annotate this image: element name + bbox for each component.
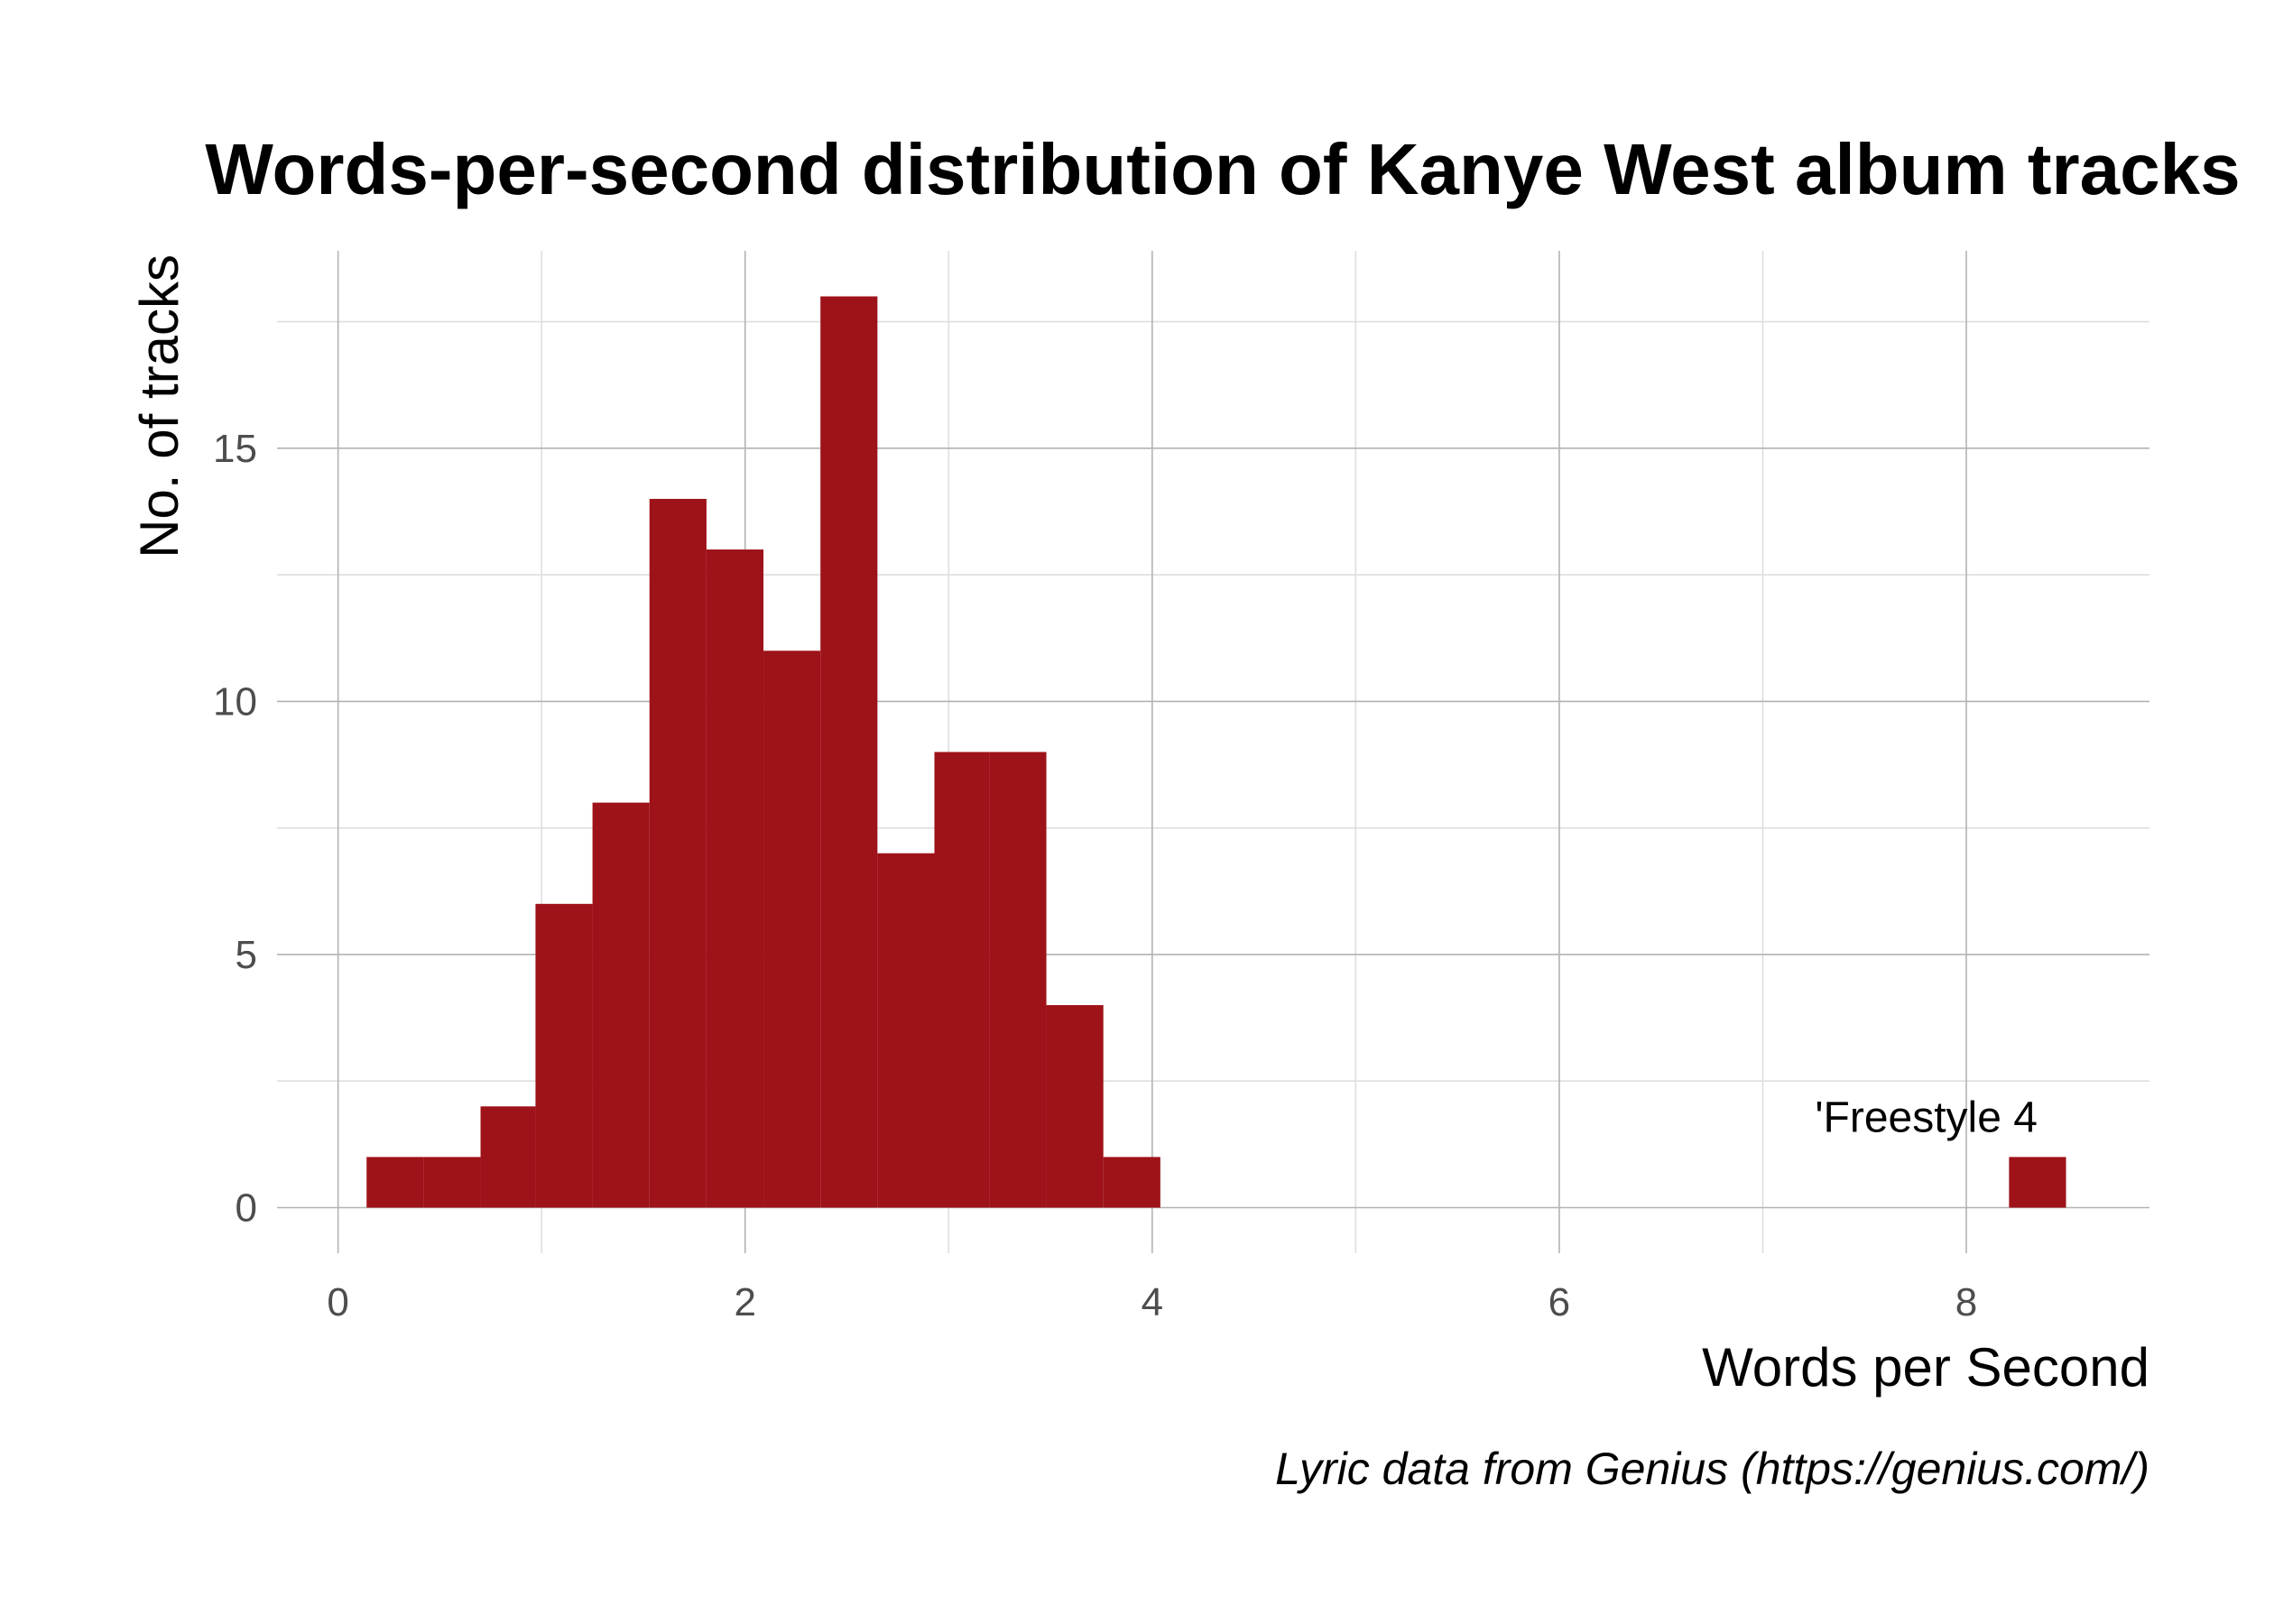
x-tick-label: 6 bbox=[1548, 1280, 1570, 1324]
x-tick-label: 8 bbox=[1955, 1280, 1977, 1324]
histogram-bar bbox=[480, 1106, 536, 1208]
y-axis-label: No. of tracks bbox=[129, 254, 190, 558]
histogram-bar bbox=[820, 296, 878, 1208]
y-tick-label: 15 bbox=[213, 427, 257, 471]
histogram-bar bbox=[934, 752, 990, 1208]
x-tick-label: 4 bbox=[1142, 1280, 1163, 1324]
histogram-bar bbox=[366, 1157, 424, 1208]
chart-title: Words-per-second distribution of Kanye W… bbox=[205, 129, 2240, 209]
y-tick-label: 0 bbox=[236, 1186, 257, 1231]
y-tick-label: 5 bbox=[236, 933, 257, 977]
y-tick-label: 10 bbox=[213, 679, 257, 724]
histogram-bar bbox=[535, 903, 593, 1208]
histogram-bar bbox=[1046, 1005, 1104, 1208]
histogram-bar bbox=[2009, 1157, 2066, 1208]
annotations: 'Freestyle 4 bbox=[1815, 1093, 2038, 1141]
x-tick-label: 2 bbox=[735, 1280, 756, 1324]
histogram-bar bbox=[649, 498, 707, 1208]
histogram-bars bbox=[366, 296, 2066, 1208]
y-tick-labels: 0 5 10 15 bbox=[213, 427, 257, 1231]
x-tick-label: 0 bbox=[327, 1280, 348, 1324]
histogram-bar bbox=[763, 651, 821, 1208]
x-axis-label: Words per Second bbox=[1702, 1337, 2149, 1398]
bar-annotation: 'Freestyle 4 bbox=[1815, 1093, 2038, 1141]
histogram-bar bbox=[1103, 1157, 1160, 1208]
grid-lines bbox=[277, 251, 2149, 1253]
histogram-bar bbox=[706, 549, 764, 1208]
histogram-bar bbox=[877, 853, 935, 1208]
histogram-bar bbox=[989, 752, 1047, 1208]
histogram-bar bbox=[592, 802, 650, 1208]
x-tick-labels: 0 2 4 6 8 bbox=[327, 1280, 1977, 1324]
histogram-bar bbox=[423, 1157, 481, 1208]
chart-caption: Lyric data from Genius (https://genius.c… bbox=[1275, 1444, 2149, 1494]
